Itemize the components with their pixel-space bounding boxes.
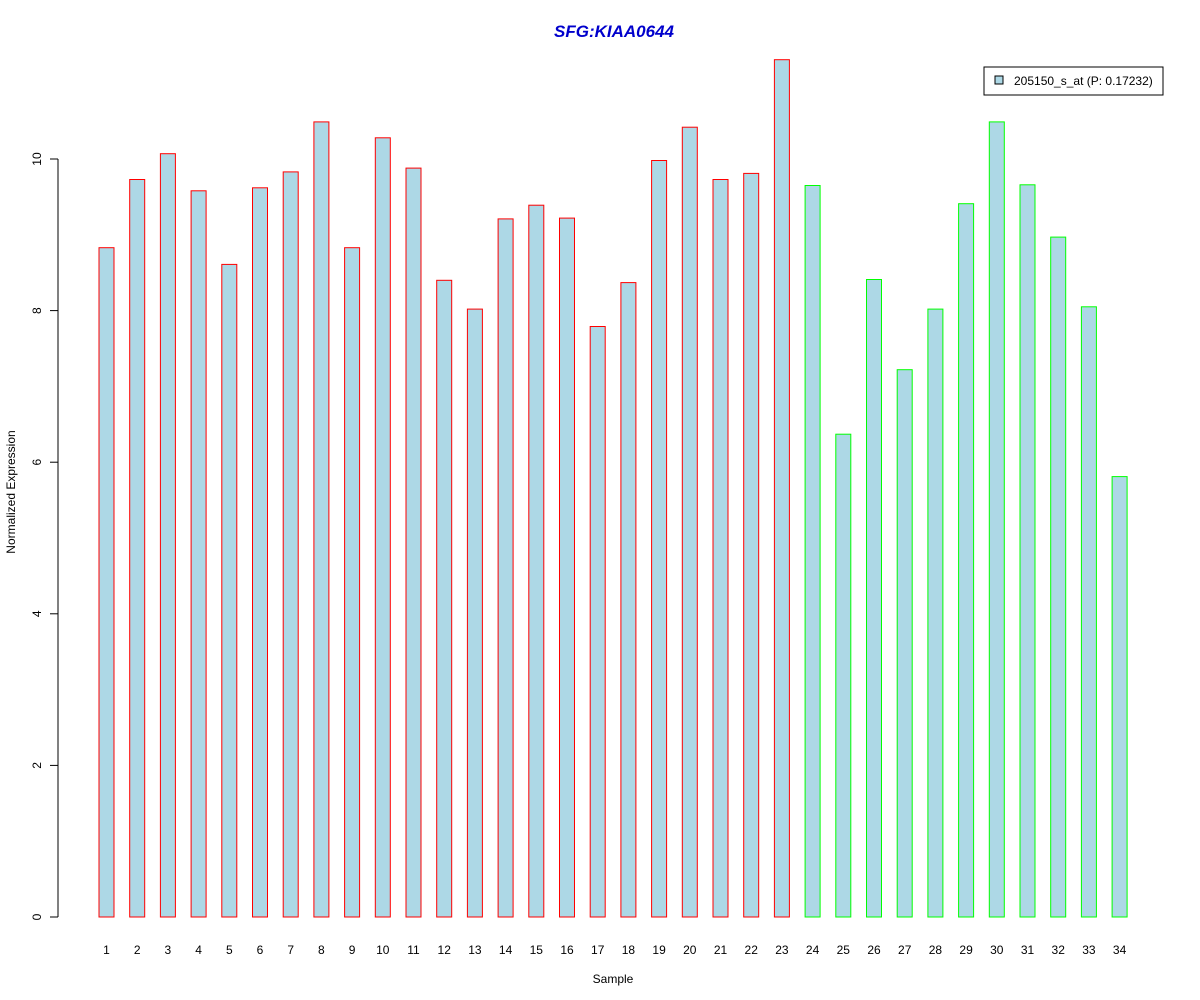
bar-sample-2: [130, 180, 145, 918]
x-tick-label: 33: [1082, 943, 1096, 957]
x-tick-label: 9: [349, 943, 356, 957]
x-tick-label: 14: [499, 943, 513, 957]
x-tick-label: 10: [376, 943, 390, 957]
bar-sample-6: [253, 188, 268, 917]
bar-sample-9: [345, 248, 360, 917]
x-tick-label: 18: [622, 943, 636, 957]
bar-sample-25: [836, 434, 851, 917]
bar-chart: SFG:KIAA0644 0246810 1 2 3 4 5 6 7 8 9 10 11 12 13 14…: [0, 0, 1200, 1000]
x-tick-label: 2: [134, 943, 141, 957]
bar-sample-28: [928, 309, 943, 917]
x-tick-label: 32: [1052, 943, 1066, 957]
y-tick-label: 8: [30, 307, 44, 314]
x-tick-label: 7: [287, 943, 294, 957]
x-tick-label: 17: [591, 943, 605, 957]
x-tick-label: 29: [959, 943, 973, 957]
x-tick-label: 23: [775, 943, 789, 957]
bar-sample-14: [498, 219, 513, 917]
bar-sample-26: [867, 280, 882, 918]
x-tick-label: 27: [898, 943, 912, 957]
x-tick-label: 24: [806, 943, 820, 957]
bar-sample-15: [529, 205, 544, 917]
bar-sample-13: [467, 309, 482, 917]
x-tick-label: 5: [226, 943, 233, 957]
bar-sample-10: [375, 138, 390, 917]
bar-sample-23: [774, 60, 789, 917]
chart-title: SFG:KIAA0644: [554, 22, 675, 41]
x-tick-label: 22: [745, 943, 759, 957]
x-tick-label: 20: [683, 943, 697, 957]
bar-sample-7: [283, 172, 298, 917]
bar-sample-17: [590, 327, 605, 918]
x-tick-label: 30: [990, 943, 1004, 957]
x-tick-label: 31: [1021, 943, 1035, 957]
x-tick-label: 26: [867, 943, 881, 957]
bar-sample-30: [989, 122, 1004, 917]
x-tick-label: 4: [195, 943, 202, 957]
y-tick-label: 10: [30, 152, 44, 166]
y-axis-label: Normalized Expression: [4, 430, 18, 553]
x-tick-label: 28: [929, 943, 943, 957]
x-tick-label: 1: [103, 943, 110, 957]
x-tick-label: 21: [714, 943, 728, 957]
x-tick-label: 15: [530, 943, 544, 957]
bar-sample-1: [99, 248, 114, 917]
bar-sample-4: [191, 191, 206, 917]
legend: 205150_s_at (P: 0.17232): [984, 67, 1163, 95]
bar-sample-24: [805, 186, 820, 918]
y-tick-label: 4: [30, 610, 44, 617]
bar-sample-8: [314, 122, 329, 917]
x-tick-labels: 1 2 3 4 5 6 7 8 9 10 11 12 13 14 15 16 17 18 19 20 21 22 23 24 2…: [103, 943, 1126, 957]
x-tick-label: 8: [318, 943, 325, 957]
x-tick-label: 11: [407, 943, 420, 957]
bar-sample-11: [406, 168, 421, 917]
bar-sample-33: [1081, 307, 1096, 917]
bar-sample-34: [1112, 477, 1127, 917]
x-tick-label: 16: [560, 943, 574, 957]
x-tick-label: 25: [837, 943, 851, 957]
y-tick-label: 6: [30, 459, 44, 466]
y-tick-label: 2: [30, 762, 44, 769]
bar-sample-31: [1020, 185, 1035, 917]
bar-sample-19: [652, 161, 667, 918]
x-tick-label: 12: [438, 943, 452, 957]
bars-group: [99, 60, 1127, 917]
bar-sample-12: [437, 280, 452, 917]
y-tick-label: 0: [30, 913, 44, 920]
legend-swatch: [995, 76, 1003, 84]
x-tick-label: 34: [1113, 943, 1127, 957]
bar-sample-18: [621, 283, 636, 917]
legend-label: 205150_s_at (P: 0.17232): [1014, 74, 1153, 88]
bar-sample-27: [897, 370, 912, 917]
bar-sample-32: [1051, 237, 1066, 917]
x-tick-label: 3: [165, 943, 172, 957]
bar-sample-20: [682, 127, 697, 917]
x-tick-label: 6: [257, 943, 264, 957]
y-axis: 0 2 4 6 8 10: [30, 152, 58, 920]
bar-sample-29: [959, 204, 974, 917]
x-tick-label: 19: [652, 943, 666, 957]
bar-sample-22: [744, 173, 759, 917]
x-tick-label: 13: [468, 943, 482, 957]
bar-sample-3: [160, 154, 175, 917]
bar-sample-21: [713, 180, 728, 918]
bar-sample-5: [222, 264, 237, 917]
x-axis-label: Sample: [593, 972, 634, 986]
bar-sample-16: [560, 218, 575, 917]
